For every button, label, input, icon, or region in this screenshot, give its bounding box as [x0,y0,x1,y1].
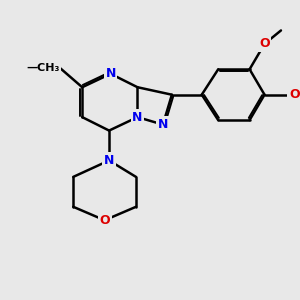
Text: N: N [104,154,114,167]
Text: —CH₃: —CH₃ [26,63,60,73]
Text: O: O [289,88,300,101]
Text: N: N [105,67,116,80]
Text: O: O [99,214,110,227]
Text: N: N [132,111,143,124]
Text: O: O [259,38,270,50]
Text: N: N [158,118,168,131]
